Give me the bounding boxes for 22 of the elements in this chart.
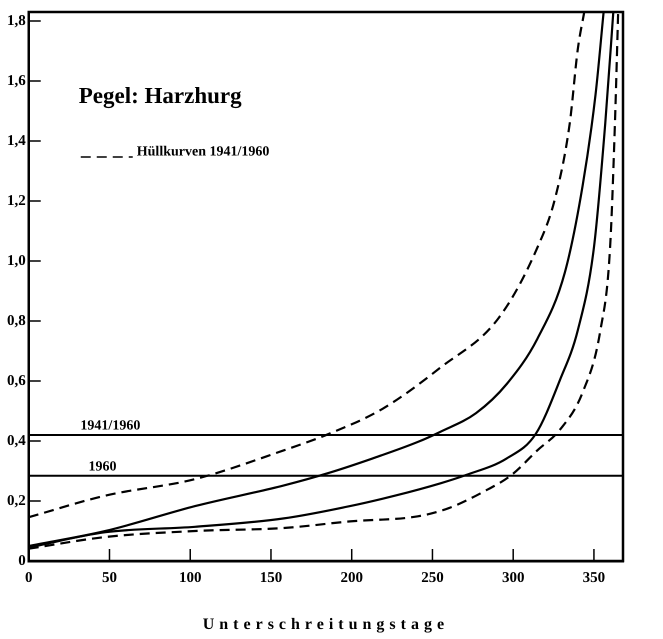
x-tick-label: 50 xyxy=(102,570,117,586)
x-tick-label: 350 xyxy=(582,570,606,586)
y-tick-label: 1,4 xyxy=(7,132,26,149)
y-tick-label: 0,6 xyxy=(7,372,26,389)
x-tick-label: 150 xyxy=(260,570,282,586)
annotation: 1941/1960 xyxy=(80,418,140,434)
y-tick-label: 1,6 xyxy=(7,72,26,89)
x-axis-title: Unterschreitungstage xyxy=(202,616,450,634)
annotation: 1960 xyxy=(88,459,116,474)
y-tick-label: 1,8 xyxy=(7,12,26,29)
y-tick-label: 0,4 xyxy=(7,432,26,449)
y-tick-label: 0 xyxy=(18,552,26,569)
y-tick-label: 0,2 xyxy=(7,492,26,509)
y-tick-label: 1,0 xyxy=(7,252,26,269)
text: Pegel: Harzhurg xyxy=(78,82,242,109)
x-tick-label: 100 xyxy=(178,570,202,586)
y-tick-label: 1,2 xyxy=(7,192,26,209)
x-tick-label: 300 xyxy=(502,570,524,586)
x-tick-label: 200 xyxy=(340,570,363,586)
x-tick-label: 250 xyxy=(421,570,444,586)
y-tick-label: 0,8 xyxy=(7,312,26,329)
legend-label: Hüllkurven 1941/1960 xyxy=(136,144,270,160)
